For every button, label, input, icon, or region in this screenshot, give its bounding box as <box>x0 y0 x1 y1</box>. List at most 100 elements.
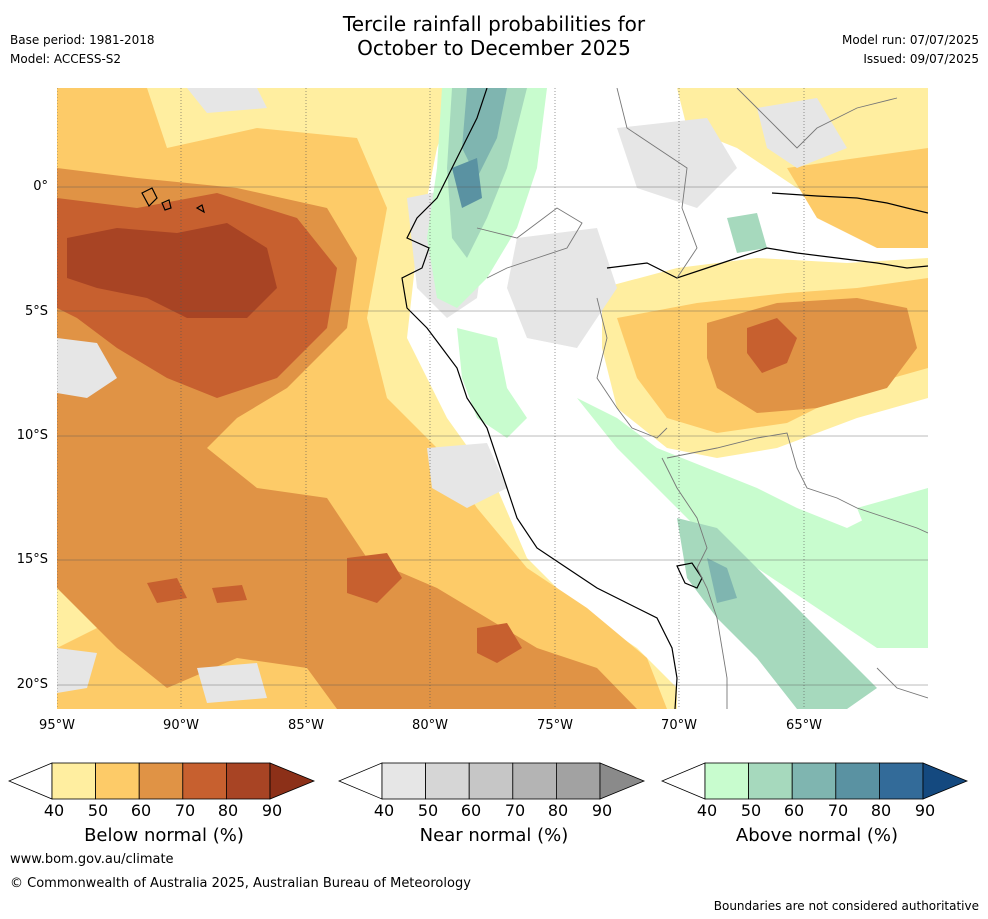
above-tick-70: 70 <box>827 801 849 820</box>
copyright-text: © Commonwealth of Australia 2025, Austra… <box>10 876 471 891</box>
probability-shading <box>57 88 928 709</box>
near-colorbar-min-extend <box>338 762 383 800</box>
border-peru-brazil <box>596 297 668 439</box>
above-60-south <box>707 558 737 603</box>
border-ecuador-peru <box>476 207 583 279</box>
lon-label-80w: 80°W <box>412 718 448 733</box>
above-normal-colorbar <box>661 762 969 800</box>
above-60-north <box>462 88 507 178</box>
lat-label-20s: 20°S <box>16 677 48 692</box>
above-tick-90: 90 <box>914 801 936 820</box>
below-colorbar-min-extend <box>8 762 53 800</box>
near-colorbar-segment-5 <box>555 762 601 800</box>
near-tick-80: 80 <box>547 801 569 820</box>
above-40-coast <box>457 328 527 438</box>
above-colorbar-segment-5 <box>878 762 924 800</box>
below-colorbar-segment-2 <box>95 762 140 800</box>
near-40-patch-3 <box>617 118 737 208</box>
map-title: Tercile rainfall probabilities for Octob… <box>0 12 988 60</box>
below-normal-colorbar <box>8 762 316 800</box>
map-panel[interactable] <box>57 88 928 709</box>
border-venezuela <box>736 88 898 149</box>
title-line-2: October to December 2025 <box>357 36 631 60</box>
above-70-north <box>452 158 482 208</box>
near-colorbar-segment-3 <box>468 762 514 800</box>
near-40-patch-4 <box>57 338 117 398</box>
above-50-south <box>677 518 877 709</box>
lat-label-15s: 15°S <box>16 552 48 567</box>
above-tick-60: 60 <box>783 801 805 820</box>
above-40-south <box>517 388 928 648</box>
model-run-text: Model run: 07/07/2025 <box>841 33 979 47</box>
lat-label-10s: 10°S <box>16 428 48 443</box>
border-bolivia-paraguay <box>876 667 928 699</box>
above-50-patch <box>727 213 767 253</box>
above-tick-40: 40 <box>696 801 718 820</box>
near-tick-40: 40 <box>373 801 395 820</box>
website-link[interactable]: www.bom.gov.au/climate <box>10 852 174 867</box>
near-tick-90: 90 <box>591 801 613 820</box>
probability-map <box>57 88 928 709</box>
near-tick-60: 60 <box>460 801 482 820</box>
near-tick-50: 50 <box>417 801 439 820</box>
disclaimer-text: Boundaries are not considered authoritat… <box>713 899 979 913</box>
lon-label-85w: 85°W <box>288 718 324 733</box>
below-colorbar-segment-4 <box>182 762 227 800</box>
above-colorbar-segment-3 <box>791 762 837 800</box>
border-peru-bolivia <box>661 457 728 709</box>
below-colorbar-segment-5 <box>225 762 271 800</box>
south-america-coastline <box>401 88 678 709</box>
lat-label-0: 0° <box>33 179 48 194</box>
near-colorbar-max-extend <box>599 762 646 800</box>
near-40-patch-9 <box>757 98 847 168</box>
below-tick-50: 50 <box>87 801 109 820</box>
below-tick-90: 90 <box>261 801 283 820</box>
above-40-patch <box>857 488 928 568</box>
below-70-east <box>747 318 797 373</box>
near-colorbar-segment-2 <box>425 762 470 800</box>
below-70-patch <box>347 553 402 603</box>
lon-label-95w: 95°W <box>39 718 75 733</box>
amazon-delta <box>771 192 928 214</box>
below-70-patch-4 <box>212 585 247 603</box>
below-colorbar-segment-1 <box>51 762 96 800</box>
below-colorbar-segment-3 <box>138 762 184 800</box>
above-colorbar-min-extend <box>661 762 706 800</box>
above-colorbar-segment-2 <box>748 762 793 800</box>
above-colorbar-max-extend <box>922 762 969 800</box>
above-tick-80: 80 <box>870 801 892 820</box>
lon-label-75w: 75°W <box>537 718 573 733</box>
near-40-patch-6 <box>427 443 507 508</box>
galapagos-islands <box>141 187 205 214</box>
near-colorbar-segment-1 <box>381 762 426 800</box>
below-normal-label: Below normal (%) <box>84 825 244 846</box>
near-40-patch-5 <box>187 88 267 113</box>
below-70-patch-3 <box>147 578 187 603</box>
near-normal-label: Near normal (%) <box>419 825 569 846</box>
lon-label-90w: 90°W <box>163 718 199 733</box>
map-grid <box>57 88 928 709</box>
issued-text: Issued: 09/07/2025 <box>863 52 979 66</box>
near-40-patch-8 <box>197 663 267 703</box>
below-tick-70: 70 <box>174 801 196 820</box>
below-80-region <box>67 223 277 318</box>
lat-label-5s: 5°S <box>24 304 48 319</box>
country-borders <box>476 88 928 709</box>
below-tick-40: 40 <box>43 801 65 820</box>
border-bolivia-brazil <box>666 432 928 534</box>
near-colorbar-segment-4 <box>512 762 557 800</box>
above-normal-label: Above normal (%) <box>735 825 899 846</box>
lon-label-65w: 65°W <box>786 718 822 733</box>
above-tick-50: 50 <box>740 801 762 820</box>
above-colorbar-segment-1 <box>704 762 749 800</box>
lake-titicaca <box>676 562 703 589</box>
coastline <box>141 88 928 709</box>
below-tick-80: 80 <box>217 801 239 820</box>
lon-label-70w: 70°W <box>661 718 697 733</box>
near-normal-colorbar <box>338 762 646 800</box>
base-period-text: Base period: 1981-2018 <box>10 33 155 47</box>
below-colorbar-max-extend <box>269 762 316 800</box>
below-70-patch-2 <box>477 623 522 663</box>
amazon-river <box>606 247 928 279</box>
border-colombia-brazil <box>616 88 698 279</box>
